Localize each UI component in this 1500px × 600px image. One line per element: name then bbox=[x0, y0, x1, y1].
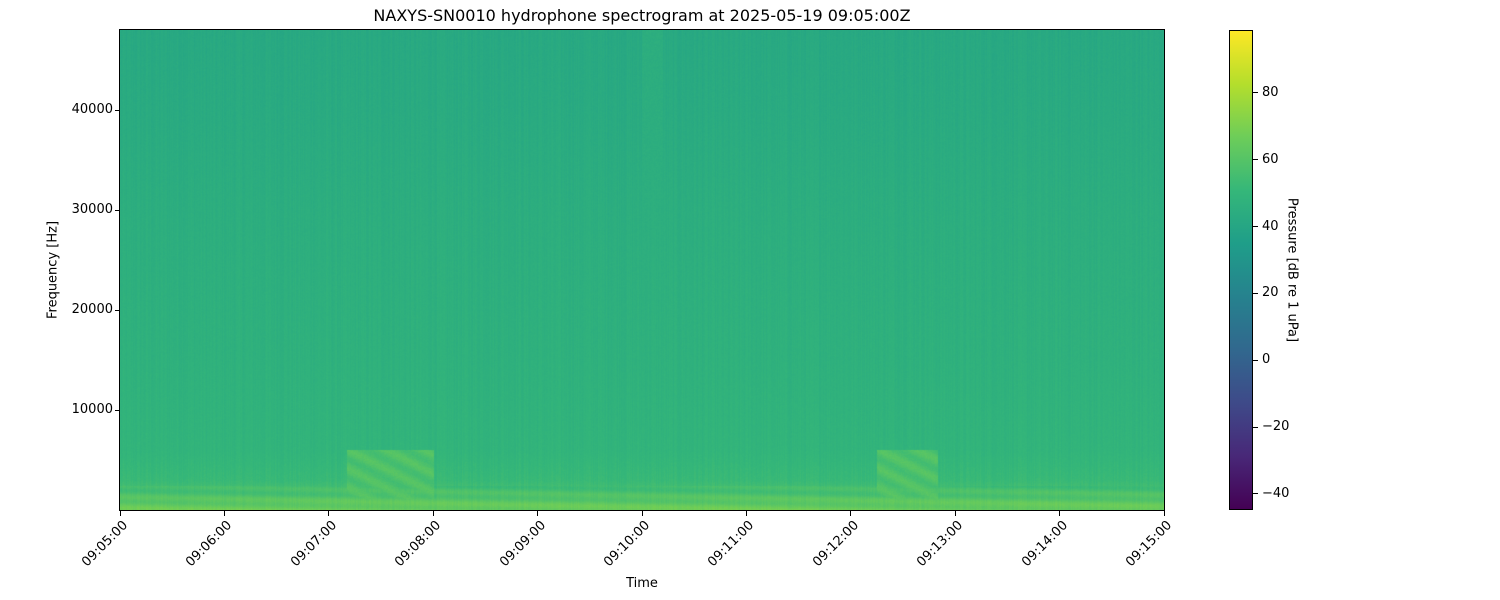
x-tick-label: 09:13:00 bbox=[914, 518, 967, 570]
x-tick-label: 09:05:00 bbox=[79, 518, 131, 570]
x-tick-label: 09:08:00 bbox=[392, 518, 445, 570]
x-tick bbox=[850, 511, 852, 516]
colorbar-label: Pressure [dB re 1 uPa] bbox=[1284, 197, 1300, 343]
spectrogram-plot-area bbox=[120, 30, 1164, 510]
x-tick bbox=[328, 511, 330, 516]
x-tick-label: 09:07:00 bbox=[287, 518, 340, 570]
x-tick-label: 09:11:00 bbox=[705, 518, 758, 570]
y-tick bbox=[115, 209, 120, 211]
colorbar-tick-label: 0 bbox=[1262, 352, 1271, 368]
x-tick bbox=[432, 511, 434, 516]
x-tick-label: 09:10:00 bbox=[601, 518, 653, 570]
x-tick-label: 09:09:00 bbox=[496, 518, 549, 570]
x-tick bbox=[745, 511, 747, 516]
x-tick bbox=[537, 511, 539, 516]
y-tick bbox=[115, 109, 120, 111]
colorbar-tick bbox=[1253, 359, 1258, 361]
x-tick-label: 09:15:00 bbox=[1123, 518, 1175, 570]
x-tick bbox=[1059, 511, 1061, 516]
y-tick-label: 10000 bbox=[71, 402, 113, 417]
y-tick bbox=[115, 409, 120, 411]
x-axis-label: Time bbox=[626, 576, 658, 591]
colorbar-tick bbox=[1253, 92, 1258, 94]
x-tick bbox=[954, 511, 956, 516]
colorbar-tick-label: 40 bbox=[1262, 218, 1279, 234]
colorbar-tick bbox=[1253, 493, 1258, 495]
colorbar-tick bbox=[1253, 426, 1258, 428]
colorbar-tick bbox=[1253, 292, 1258, 294]
y-tick-label: 30000 bbox=[71, 202, 113, 217]
y-tick bbox=[115, 309, 120, 311]
x-tick bbox=[223, 511, 225, 516]
colorbar bbox=[1229, 30, 1253, 510]
spectrogram-image bbox=[120, 30, 1164, 510]
x-tick bbox=[1163, 511, 1165, 516]
colorbar-tick-label: 20 bbox=[1262, 285, 1279, 301]
colorbar-tick-label: −40 bbox=[1262, 485, 1290, 501]
colorbar-tick bbox=[1253, 226, 1258, 228]
colorbar-tick-label: 60 bbox=[1262, 151, 1279, 167]
y-tick-label: 40000 bbox=[71, 102, 113, 117]
y-tick-label: 20000 bbox=[71, 302, 113, 317]
colorbar-tick bbox=[1253, 159, 1258, 161]
y-axis-label: Frequency [Hz] bbox=[45, 220, 61, 320]
colorbar-tick-label: −20 bbox=[1262, 419, 1290, 435]
x-tick bbox=[641, 511, 643, 516]
x-tick bbox=[119, 511, 121, 516]
x-tick-label: 09:12:00 bbox=[809, 518, 862, 570]
chart-title: NAXYS-SN0010 hydrophone spectrogram at 2… bbox=[373, 6, 911, 25]
x-tick-label: 09:06:00 bbox=[183, 518, 236, 570]
colorbar-tick-label: 80 bbox=[1262, 84, 1279, 100]
x-tick-label: 09:14:00 bbox=[1018, 518, 1071, 570]
